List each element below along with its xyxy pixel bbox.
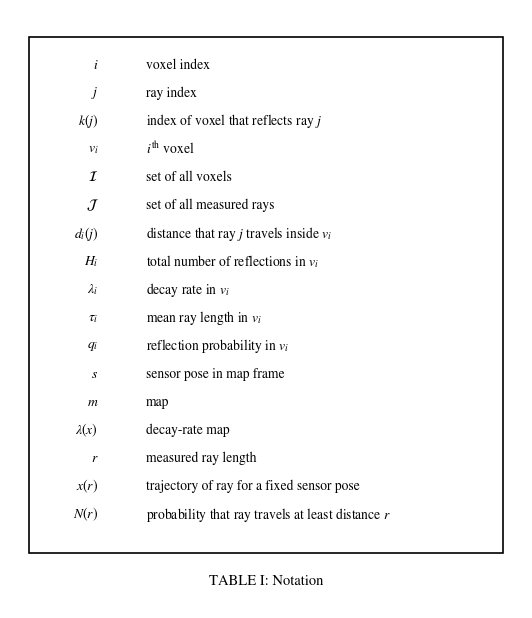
Text: sensor pose in map frame: sensor pose in map frame xyxy=(146,368,285,381)
Text: ray index: ray index xyxy=(146,87,197,99)
Text: $\lambda_i$: $\lambda_i$ xyxy=(87,282,98,297)
Text: $d_i(j)$: $d_i(j)$ xyxy=(74,224,98,243)
FancyBboxPatch shape xyxy=(29,37,503,553)
Text: $\mathcal{J}$: $\mathcal{J}$ xyxy=(86,198,98,213)
Text: $i^{\mathrm{th}}$ voxel: $i^{\mathrm{th}}$ voxel xyxy=(146,141,195,158)
Text: measured ray length: measured ray length xyxy=(146,452,257,465)
Text: $q_i$: $q_i$ xyxy=(87,339,98,353)
Text: $N(r)$: $N(r)$ xyxy=(73,506,98,523)
Text: $j$: $j$ xyxy=(91,85,98,101)
Text: distance that ray $j$ travels inside $v_i$: distance that ray $j$ travels inside $v_… xyxy=(146,224,332,243)
Text: set of all measured rays: set of all measured rays xyxy=(146,199,275,212)
Text: $\tau_i$: $\tau_i$ xyxy=(88,311,98,324)
Text: $H_i$: $H_i$ xyxy=(84,255,98,269)
Text: reflection probability in $v_i$: reflection probability in $v_i$ xyxy=(146,337,290,355)
Text: decay-rate map: decay-rate map xyxy=(146,424,230,437)
Text: index of voxel that reflects ray $j$: index of voxel that reflects ray $j$ xyxy=(146,112,322,130)
Text: map: map xyxy=(146,396,170,409)
Text: $v_i$: $v_i$ xyxy=(88,143,98,156)
Text: TABLE I: Notation: TABLE I: Notation xyxy=(209,574,323,588)
Text: probability that ray travels at least distance $r$: probability that ray travels at least di… xyxy=(146,506,391,524)
Text: trajectory of ray for a fixed sensor pose: trajectory of ray for a fixed sensor pos… xyxy=(146,480,360,493)
Text: $\mathcal{I}$: $\mathcal{I}$ xyxy=(88,171,98,184)
Text: total number of reflections in $v_i$: total number of reflections in $v_i$ xyxy=(146,253,319,270)
Text: mean ray length in $v_i$: mean ray length in $v_i$ xyxy=(146,309,262,327)
Text: voxel index: voxel index xyxy=(146,58,211,72)
Text: set of all voxels: set of all voxels xyxy=(146,171,232,184)
Text: $m$: $m$ xyxy=(87,396,98,409)
Text: $s$: $s$ xyxy=(92,368,98,381)
Text: $i$: $i$ xyxy=(93,58,98,72)
Text: $r$: $r$ xyxy=(91,452,98,465)
Text: $\lambda(x)$: $\lambda(x)$ xyxy=(76,421,98,439)
Text: $x(r)$: $x(r)$ xyxy=(76,478,98,496)
Text: decay rate in $v_i$: decay rate in $v_i$ xyxy=(146,281,230,299)
Text: $k(j)$: $k(j)$ xyxy=(78,112,98,130)
